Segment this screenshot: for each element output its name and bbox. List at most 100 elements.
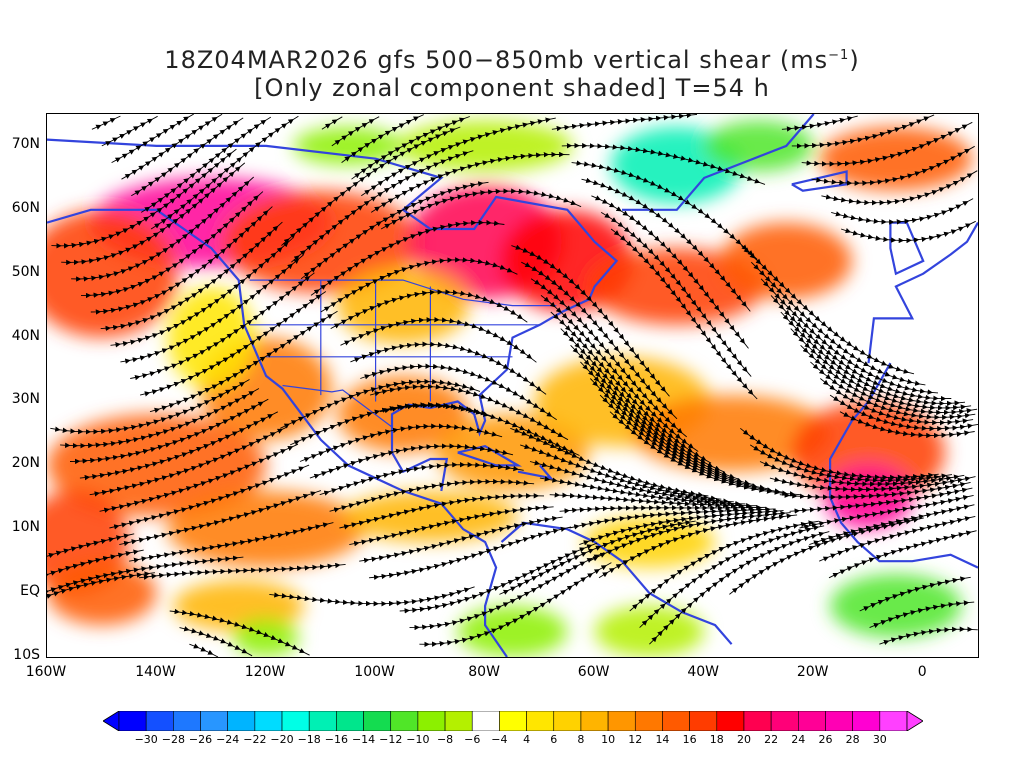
- shear-map-panel: [46, 113, 979, 658]
- colorbar-swatch: [363, 711, 392, 731]
- lat-label: 40N: [11, 327, 40, 344]
- colorbar-label: 8: [577, 733, 585, 746]
- lat-label: 10N: [11, 519, 40, 536]
- colorbar-swatch: [743, 711, 772, 731]
- shear-region: [167, 490, 365, 568]
- colorbar-swatch: [173, 711, 201, 731]
- shear-region: [457, 605, 568, 657]
- coastline: [791, 170, 848, 192]
- streamline: [770, 295, 952, 402]
- shear-region: [819, 126, 973, 191]
- colorbar-swatch: [254, 711, 283, 731]
- colorbar-label: −20: [270, 733, 294, 746]
- colorbar-label: −18: [297, 733, 321, 746]
- shear-map: [47, 114, 978, 657]
- colorbar-swatch: [227, 711, 256, 731]
- colorbar-label: −22: [243, 733, 267, 746]
- streamline: [800, 344, 978, 416]
- shear-region: [337, 267, 469, 344]
- streamline: [331, 116, 380, 147]
- colorbar-label: −24: [216, 733, 240, 746]
- colorbar-label: −6: [464, 733, 481, 746]
- colorbar-swatch: [716, 711, 745, 731]
- streamline: [561, 142, 766, 185]
- colorbar-label: 18: [709, 733, 724, 746]
- colorbar-swatch: [444, 711, 473, 731]
- colorbar-label: 28: [845, 733, 860, 746]
- lon-label: 80W: [468, 664, 500, 680]
- lat-label: 10S: [13, 647, 40, 663]
- colorbar-right-arrow: [906, 711, 923, 731]
- lon-label: 120W: [244, 664, 286, 680]
- streamline: [101, 115, 158, 147]
- colorbar-swatch: [118, 711, 147, 731]
- streamlines: [47, 114, 978, 657]
- streamline: [138, 562, 346, 580]
- colorbar-swatch: [308, 711, 337, 731]
- colorbar-swatch: [879, 711, 908, 731]
- colorbar-swatch: [390, 711, 419, 731]
- lon-label: 140W: [135, 664, 176, 680]
- colorbar-label: 26: [818, 733, 833, 746]
- colorbar-swatch: [499, 711, 527, 731]
- colorbar-swatch: [825, 711, 853, 731]
- colorbar-label: −4: [491, 733, 508, 746]
- lon-label: 20W: [796, 664, 829, 680]
- colorbar-label: 14: [655, 733, 670, 746]
- colorbar-swatch: [798, 711, 826, 731]
- lat-label: 30N: [11, 391, 40, 408]
- streamline: [828, 530, 977, 579]
- colorbar-label: 30: [872, 733, 887, 746]
- colorbar-label: −14: [351, 733, 376, 746]
- colorbar-left-arrow: [103, 711, 120, 731]
- lon-label: 100W: [354, 664, 395, 680]
- streamline: [189, 643, 219, 657]
- colorbar-label: 6: [550, 733, 558, 746]
- streamline: [47, 533, 135, 610]
- streamline: [169, 608, 310, 656]
- colorbar-label: −30: [134, 733, 158, 746]
- colorbar-swatch: [417, 711, 446, 731]
- streamline: [551, 114, 698, 132]
- colorbar-label: −10: [406, 733, 430, 746]
- lat-label: 60N: [11, 199, 40, 216]
- colorbar-swatch: [336, 711, 364, 731]
- shear-region: [293, 126, 403, 166]
- colorbar-label: −8: [436, 733, 454, 746]
- colorbar-label: 16: [682, 733, 697, 746]
- lat-label: 70N: [11, 135, 40, 152]
- colorbar-label: 22: [764, 733, 779, 746]
- colorbar-swatch: [689, 711, 718, 731]
- colorbar-swatch: [852, 711, 881, 731]
- colorbar-label: −16: [324, 733, 348, 746]
- streamline: [879, 626, 978, 646]
- colorbar-swatch: [634, 711, 663, 731]
- lon-label: 60W: [577, 664, 610, 680]
- streamline: [801, 121, 973, 167]
- lon-label: 40W: [687, 664, 720, 680]
- shear-region: [47, 561, 157, 626]
- colorbar-label: 4: [523, 733, 531, 746]
- colorbar-label: 20: [736, 733, 751, 746]
- streamline: [741, 245, 915, 375]
- colorbar-label: 12: [628, 733, 643, 746]
- colorbar-swatch: [526, 711, 555, 731]
- colorbar-swatch: [580, 711, 609, 731]
- coastline: [889, 221, 925, 276]
- lat-label: 20N: [11, 455, 40, 472]
- streamline: [269, 586, 475, 607]
- colorbar-label: −12: [379, 733, 403, 746]
- streamline: [341, 114, 424, 163]
- shear-region: [397, 120, 573, 172]
- map-title-line2: [Only zonal component shaded] T=54 h: [254, 74, 770, 102]
- coastline: [867, 222, 978, 364]
- colorbar-swatch: [200, 711, 228, 731]
- streamline: [791, 114, 935, 149]
- colorbar-label: −26: [188, 733, 213, 746]
- colorbar-label: −28: [161, 733, 185, 746]
- colorbar-swatch: [662, 711, 690, 731]
- colorbar-swatch: [770, 711, 799, 731]
- streamline: [781, 115, 858, 132]
- streamline: [111, 114, 194, 163]
- lat-label: EQ: [20, 583, 40, 600]
